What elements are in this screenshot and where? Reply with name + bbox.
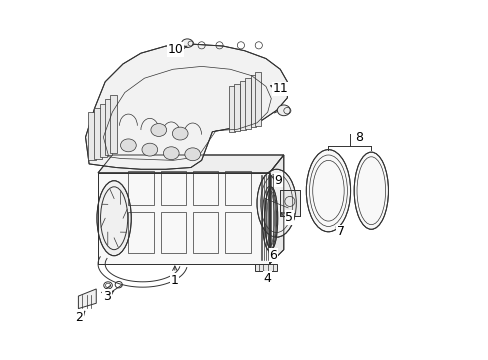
Text: 11: 11 (270, 82, 287, 95)
Polygon shape (110, 95, 117, 153)
Text: 9: 9 (271, 174, 282, 186)
Ellipse shape (163, 147, 179, 159)
Ellipse shape (264, 187, 277, 249)
Ellipse shape (181, 39, 193, 48)
Bar (98, 173, 269, 264)
Text: 1: 1 (170, 266, 179, 287)
Bar (192, 212, 218, 253)
Polygon shape (240, 81, 245, 130)
Polygon shape (229, 86, 234, 132)
Ellipse shape (97, 181, 131, 256)
Polygon shape (100, 104, 107, 157)
Polygon shape (244, 78, 250, 129)
Polygon shape (255, 264, 276, 271)
Text: 6: 6 (268, 248, 276, 261)
Polygon shape (94, 108, 102, 158)
Text: 10: 10 (168, 43, 187, 56)
Polygon shape (269, 155, 283, 264)
Bar (279, 190, 300, 216)
Bar (128, 171, 154, 205)
Ellipse shape (184, 148, 200, 161)
Bar (128, 212, 154, 253)
Bar (160, 171, 186, 205)
Polygon shape (98, 155, 283, 173)
Text: 4: 4 (263, 271, 271, 285)
Bar (279, 190, 300, 216)
Bar (192, 171, 218, 205)
Ellipse shape (305, 150, 350, 232)
Ellipse shape (353, 152, 387, 229)
Text: 8: 8 (354, 131, 362, 144)
Ellipse shape (151, 123, 166, 136)
Ellipse shape (262, 186, 276, 251)
Bar (224, 212, 250, 253)
Polygon shape (234, 84, 240, 131)
Text: 7: 7 (335, 225, 344, 238)
Ellipse shape (172, 127, 188, 140)
Text: 5: 5 (281, 211, 292, 224)
Bar (98, 173, 269, 264)
Ellipse shape (257, 169, 296, 237)
Text: 2: 2 (75, 311, 84, 324)
Polygon shape (255, 72, 261, 126)
Ellipse shape (121, 139, 136, 152)
Text: 3: 3 (103, 289, 114, 303)
Polygon shape (105, 99, 112, 155)
Polygon shape (78, 289, 96, 309)
Polygon shape (85, 44, 287, 169)
Ellipse shape (277, 105, 290, 116)
Polygon shape (88, 112, 95, 160)
Bar (160, 212, 186, 253)
Bar (224, 171, 250, 205)
Ellipse shape (142, 143, 157, 156)
Polygon shape (250, 75, 256, 127)
